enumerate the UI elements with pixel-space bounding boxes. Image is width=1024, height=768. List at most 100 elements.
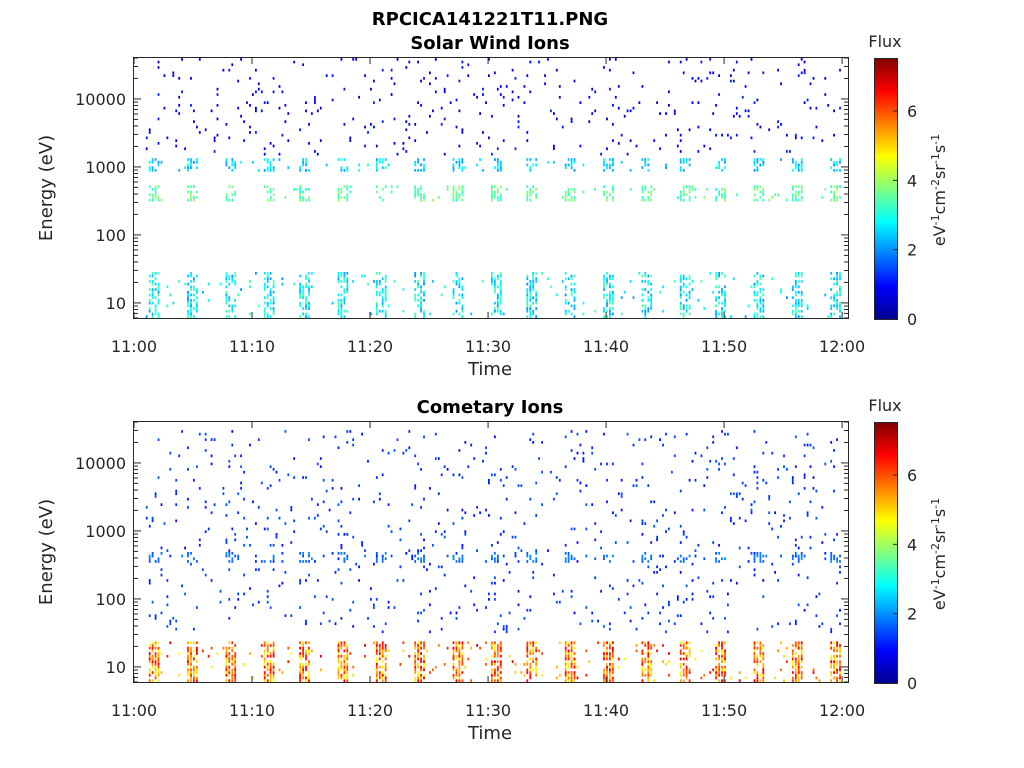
spectrogram-cell [650,663,653,666]
y-tick-label: 10000 [75,454,126,473]
spectrogram-cell [606,652,608,655]
spectrogram-cell [762,193,765,197]
spectrogram-cell [178,95,181,99]
spectrogram-cell [724,652,726,655]
spectrogram-cell [756,169,759,172]
spectrogram-cell [567,198,570,202]
spectrogram-cell [302,554,304,558]
spectrogram-cell [679,277,682,281]
spectrogram-cell [641,274,644,278]
spectrogram-cell [257,82,260,86]
spectrogram-cell [269,169,272,172]
spectrogram-cell [187,169,189,172]
spectrogram-cell [612,299,614,302]
spectrogram-cell [452,668,455,672]
spectrogram-cell [337,668,340,672]
spectrogram-cell [833,663,835,666]
spectrogram-cell [609,290,611,294]
spectrogram-cell [172,74,175,77]
spectrogram-cell [381,660,384,663]
spectrogram-cell [148,160,151,164]
spectrogram-cell [494,557,496,561]
spectrogram-cell [272,663,275,666]
spectrogram-cell [573,527,576,531]
spectrogram-cell [794,538,797,542]
spectrogram-cell [337,646,340,650]
spectrogram-cell [688,649,691,653]
spectrogram-cell [358,169,360,172]
spectrogram-cell [246,527,248,531]
spectrogram-cell [827,104,830,107]
spectrogram-cell [308,663,310,666]
spectrogram-cell [759,644,762,647]
spectrogram-cell [494,641,496,645]
spectrogram-cell [641,663,644,666]
spectrogram-cell [679,644,682,647]
spectrogram-cell [676,557,679,561]
spectrogram-cell [452,641,455,645]
spectrogram-cell [148,309,151,313]
spectrogram-cell [249,587,251,590]
spectrogram-cell [567,641,570,645]
spectrogram-cell [157,66,160,69]
spectrogram-cell [570,158,573,161]
spectrogram-cell [196,679,198,682]
spectrogram-cell [735,492,738,496]
spectrogram-cell [231,274,234,278]
spectrogram-cell [190,307,192,310]
spectrogram-cell [340,663,343,666]
spectrogram-cell [343,309,346,313]
spectrogram-cell [346,196,349,199]
spectrogram-cell [650,500,653,504]
spectrogram-cell [148,293,151,297]
spectrogram-cell [732,114,735,118]
spectrogram-cell [718,296,720,299]
spectrogram-cell [148,288,151,291]
spectrogram-cell [319,457,322,460]
spectrogram-cell [830,630,833,634]
spectrogram-cell [434,432,437,436]
spectrogram-cell [423,641,425,645]
spectrogram-cell [452,312,455,316]
spectrogram-cell [494,285,496,289]
spectrogram-cell [606,282,608,286]
spectrogram-cell [567,190,570,194]
spectrogram-cell [724,274,726,278]
spectrogram-cell [641,85,644,88]
spectrogram-cell [730,74,732,77]
spectrogram-cell [337,641,340,645]
spectrogram-cell [718,166,720,169]
spectrogram-cell [145,147,148,151]
spectrogram-cell [682,600,685,604]
spectrogram-cell [606,478,608,482]
spectrogram-cell [626,152,629,156]
spectrogram-cell [612,676,614,680]
spectrogram-cell [234,668,237,672]
spectrogram-cell [715,552,717,555]
spectrogram-cell [721,668,723,672]
spectrogram-cell [216,133,219,137]
spectrogram-cell [529,644,532,647]
spectrogram-cell [461,66,464,69]
spectrogram-cell [485,451,487,455]
spectrogram-cell [555,293,558,297]
spectrogram-cell [564,679,567,682]
spectrogram-cell [830,554,833,558]
spectrogram-cells [145,430,841,682]
spectrogram-cell [302,552,304,555]
spectrogram-cell [381,309,384,313]
plot-frame [133,57,849,319]
spectrogram-cell [184,546,186,550]
spectrogram-cell [452,290,455,294]
spectrogram-cell [337,568,340,571]
spectrogram-cell [272,679,275,682]
spectrogram-cell [423,196,425,199]
spectrogram-cell [308,123,310,126]
spectrogram-cell [196,288,198,291]
spectrogram-cell [612,293,614,297]
spectrogram-cell [281,282,284,286]
spectrogram-cell [263,147,266,151]
spectrogram-cell [346,193,349,197]
spectrogram-cell [656,592,658,596]
spectrogram-cell [470,679,473,682]
